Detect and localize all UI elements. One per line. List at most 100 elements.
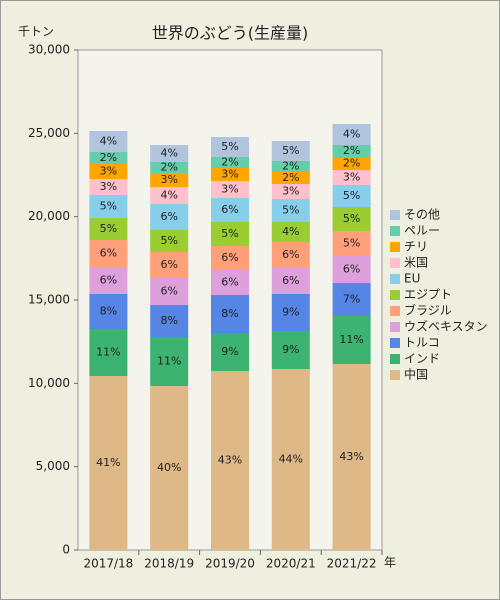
data-label: 2% [343, 144, 360, 157]
bar-segment [271, 331, 310, 369]
bar-segment [211, 157, 249, 168]
bar-segment [211, 371, 249, 550]
data-label: 5% [343, 212, 360, 225]
bar-segment [211, 246, 249, 270]
bar-segment [332, 256, 371, 283]
data-label: 41% [96, 456, 120, 469]
bar-segment [332, 316, 371, 364]
bar-segment [271, 268, 310, 294]
bar-segment [332, 157, 371, 170]
data-label: 6% [160, 285, 177, 298]
x-tick-label: 2017/18 [83, 557, 133, 571]
data-label: 2% [160, 161, 177, 174]
x-tick-label: 2021/22 [327, 557, 377, 571]
legend-label: エジプト [404, 288, 452, 302]
y-axis-label: 千トン [18, 25, 54, 39]
data-label: 9% [221, 345, 238, 358]
legend-swatch [390, 242, 400, 252]
bar-segment [89, 267, 128, 294]
data-label: 5% [343, 189, 360, 202]
data-label: 6% [160, 258, 177, 271]
bar-segment [271, 222, 310, 242]
legend-swatch [390, 338, 400, 348]
legend-swatch [390, 354, 400, 364]
bar-segment [89, 218, 128, 240]
data-label: 5% [100, 200, 117, 213]
y-tick-label: 25,000 [28, 126, 70, 140]
data-label: 3% [282, 185, 299, 198]
legend-label: ウズベキスタン [404, 319, 488, 334]
y-tick-label: 15,000 [28, 293, 70, 307]
legend-label: 米国 [404, 256, 428, 270]
data-label: 4% [343, 128, 360, 141]
data-label: 11% [96, 346, 120, 359]
bar-segment [271, 369, 310, 550]
data-label: 6% [221, 203, 238, 216]
data-label: 6% [282, 274, 299, 287]
bar-segment [150, 337, 189, 386]
bar-segment [89, 131, 128, 152]
legend-swatch [390, 258, 400, 268]
bar-segment [332, 231, 371, 256]
data-label: 6% [160, 210, 177, 223]
data-label: 5% [282, 144, 299, 157]
chart-title: 世界のぶどう(生産量) [152, 24, 309, 43]
bar-segment [150, 252, 189, 278]
data-label: 3% [343, 171, 360, 184]
data-label: 3% [160, 173, 177, 186]
bar-segment [211, 295, 249, 333]
data-label: 2% [282, 171, 299, 184]
bar-segment [211, 222, 249, 246]
x-tick-label: 2018/19 [144, 557, 194, 571]
legend-swatch [390, 226, 400, 236]
bar-segment [271, 161, 310, 172]
data-label: 3% [100, 165, 117, 178]
bar-segment [332, 283, 371, 316]
bar-segment [271, 199, 310, 222]
bar-segment [211, 270, 249, 295]
bar-segment [150, 386, 189, 550]
data-label: 43% [339, 450, 363, 463]
bar-segment [89, 376, 128, 550]
legend-label: インド [404, 352, 440, 366]
data-label: 6% [343, 263, 360, 276]
data-label: 5% [221, 140, 238, 153]
bar-segment [271, 242, 310, 268]
bar-segment [150, 145, 189, 162]
bar-segment [332, 170, 371, 185]
bar-segment [89, 240, 128, 267]
y-tick-label: 30,000 [28, 43, 70, 57]
x-tick-label: 2020/21 [266, 557, 316, 571]
legend-label: トルコ [404, 336, 440, 350]
bar-segment [332, 207, 371, 231]
data-label: 6% [100, 274, 117, 287]
x-axis-label: 年 [384, 556, 396, 570]
bar-segment [211, 168, 249, 181]
bar-segment [89, 152, 128, 164]
data-label: 4% [282, 225, 299, 238]
bar-segment [332, 145, 371, 157]
data-label: 11% [157, 355, 181, 368]
legend-label: ブラジル [404, 303, 452, 318]
legend-swatch [390, 306, 400, 316]
data-label: 6% [221, 251, 238, 264]
data-label: 4% [100, 135, 117, 148]
bar-segment [271, 141, 310, 161]
legend-label: ペルー [404, 224, 440, 238]
x-tick-label: 2019/20 [205, 557, 255, 571]
data-label: 11% [339, 333, 363, 346]
legend-swatch [390, 370, 400, 380]
bar-segment [150, 162, 189, 173]
data-label: 3% [221, 183, 238, 196]
legend-label: 中国 [404, 367, 428, 382]
data-label: 8% [100, 305, 117, 318]
bar-segment [211, 198, 249, 222]
data-label: 5% [282, 204, 299, 217]
data-label: 9% [282, 306, 299, 319]
data-label: 9% [282, 343, 299, 356]
data-label: 5% [100, 222, 117, 235]
bar-segment [332, 124, 371, 145]
legend-swatch [390, 274, 400, 284]
data-label: 5% [343, 237, 360, 250]
